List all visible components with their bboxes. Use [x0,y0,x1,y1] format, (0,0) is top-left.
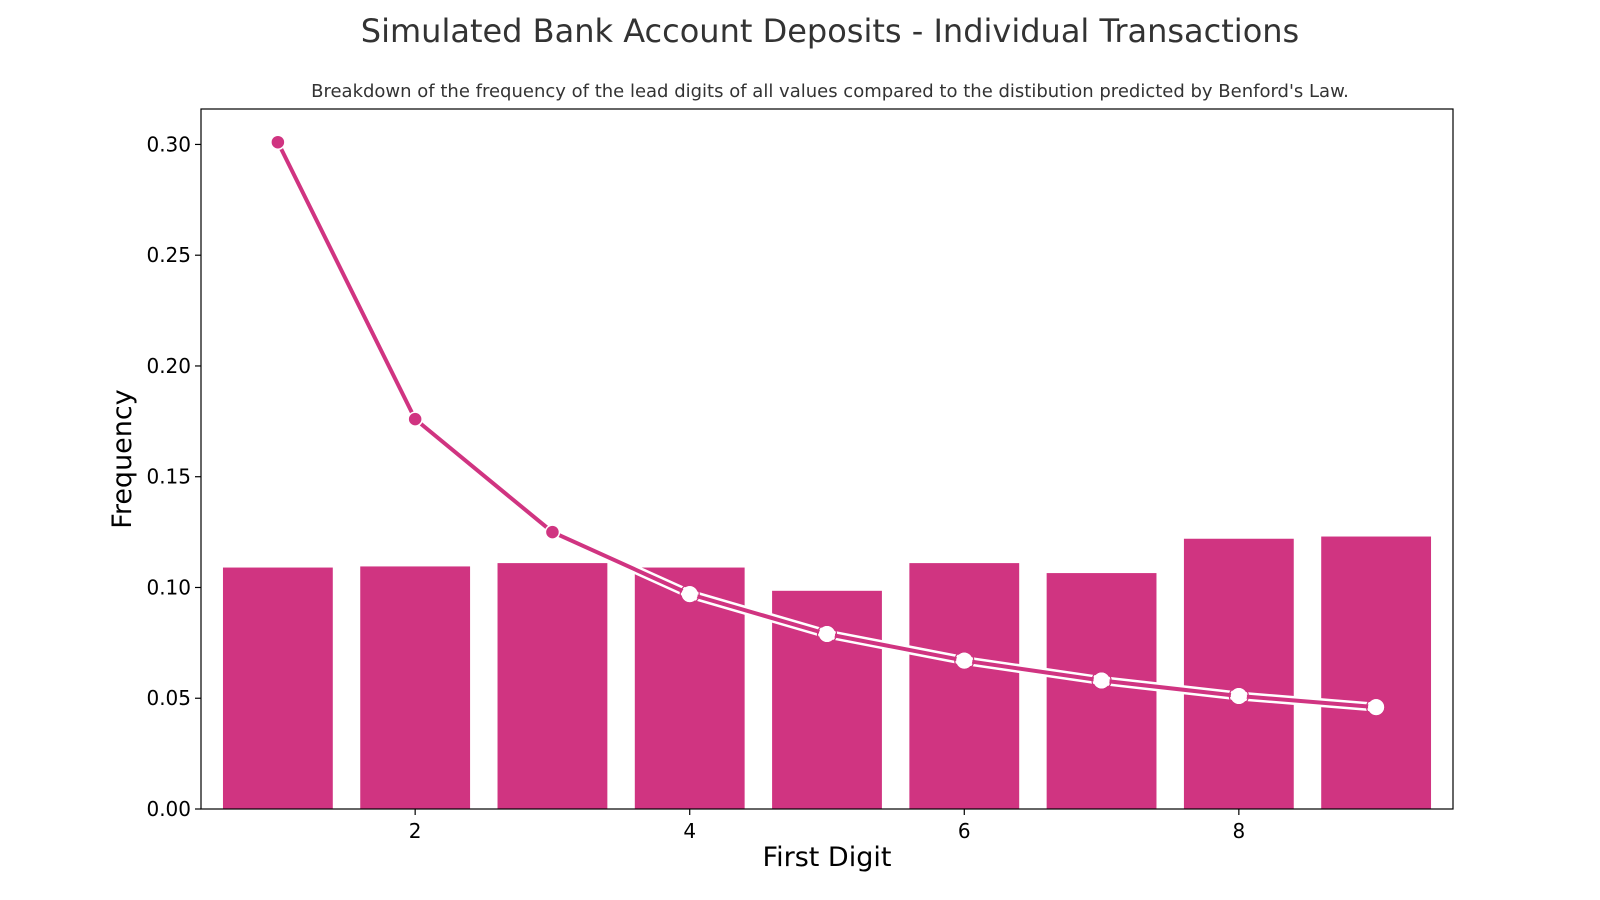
bar-digit-2 [360,566,471,809]
line-point-digit-2 [407,411,423,427]
line-point-fill-digit-5 [819,626,835,642]
bar-digit-3 [497,563,608,809]
chart-title: Simulated Bank Account Deposits - Indivi… [360,12,1300,50]
line-point-digit-3 [544,524,561,540]
bar-digit-9 [1321,536,1432,809]
x-axis: 2 4 6 8 [409,809,1245,843]
bar-digit-1 [222,567,333,809]
line-point-ring-digit-4 [679,584,700,605]
line-group [270,134,1387,718]
x-tick-label: 2 [409,819,422,843]
line-point-ring-digit-6 [954,650,975,671]
bar-digit-8 [1183,538,1294,809]
y-axis: 0.00 0.05 0.10 0.15 0.20 0.25 0.30 [146,132,201,821]
y-tick-label: 0.30 [146,132,191,156]
y-tick-label: 0.20 [146,354,191,378]
x-axis-label: First Digit [763,842,892,873]
line-point-digit-1 [270,134,286,150]
y-tick-label: 0.05 [146,686,191,710]
x-tick-label: 6 [958,819,971,843]
chart-subtitle: Breakdown of the frequency of the lead d… [311,81,1349,102]
line-point-fill-digit-9 [1368,699,1385,716]
x-tick-label: 8 [1232,819,1245,843]
plot-frame [200,108,1454,810]
line-point-ring-digit-9 [1366,697,1387,718]
y-tick-label: 0.00 [146,797,191,821]
line-point-fill-digit-4 [681,586,698,603]
line-point-ring-digit-7 [1091,670,1112,691]
line-point-ring-digit-5 [816,623,838,645]
line-point-ring-digit-8 [1228,685,1249,707]
bars-group [222,536,1432,809]
y-axis-label: Frequency [107,389,138,529]
y-tick-label: 0.25 [146,243,191,267]
y-tick-label: 0.15 [146,465,191,489]
line-point-fill-digit-7 [1093,672,1110,689]
x-tick-label: 4 [683,819,696,843]
bar-digit-7 [1046,573,1157,809]
line-point-fill-digit-6 [956,652,973,669]
line-point-fill-digit-8 [1230,688,1247,705]
y-tick-label: 0.10 [146,575,191,599]
bar-digit-6 [909,563,1020,809]
